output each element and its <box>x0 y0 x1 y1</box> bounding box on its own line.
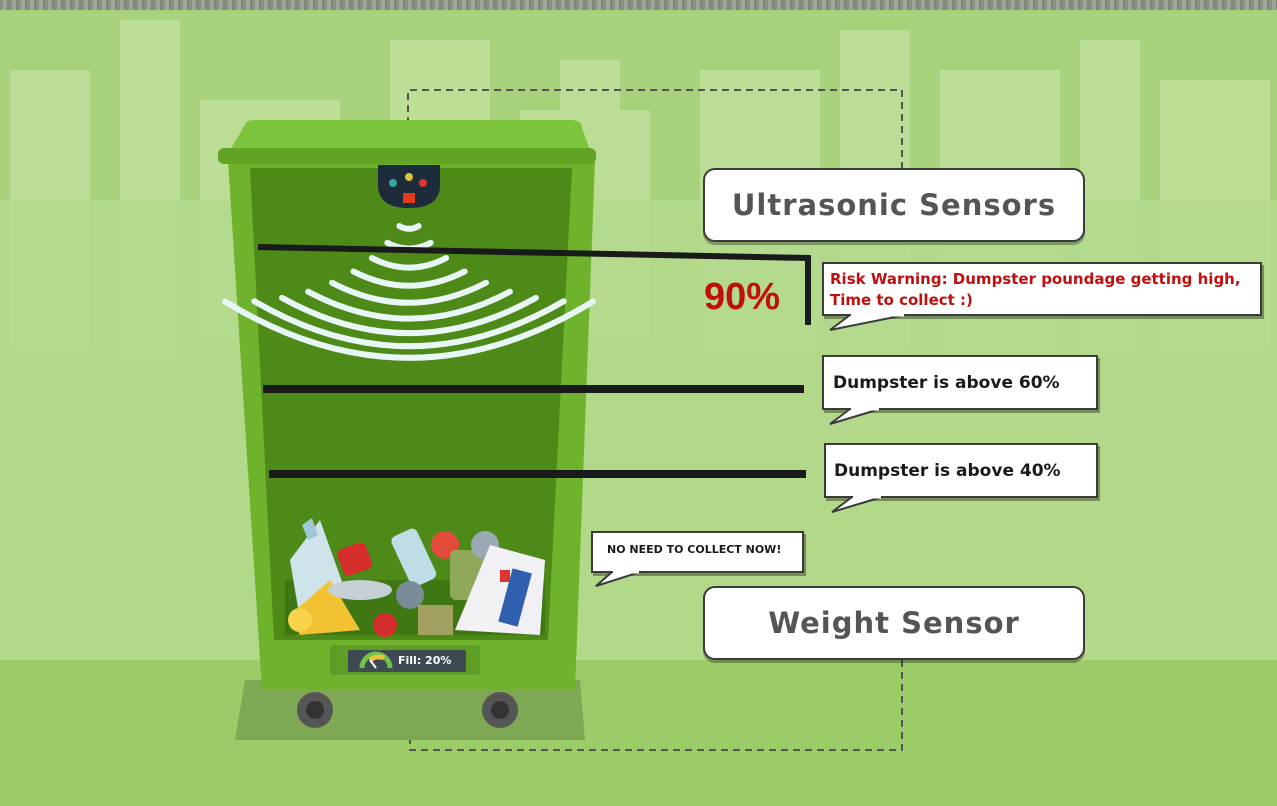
above-40-text: Dumpster is above 40% <box>834 461 1061 481</box>
level-line-90 <box>257 244 811 325</box>
wave-arc <box>305 288 513 322</box>
risk-warning-callout: Risk Warning: Dumpster poundage getting … <box>822 262 1262 316</box>
above-60-text: Dumpster is above 60% <box>833 373 1060 393</box>
above-40-callout: Dumpster is above 40% <box>824 443 1098 498</box>
bin-inner <box>250 168 572 640</box>
top-border <box>0 0 1277 10</box>
no-collect-text: NO NEED TO COLLECT NOW! <box>607 543 782 556</box>
wave-arc <box>350 268 468 289</box>
wave-arc <box>328 279 490 306</box>
risk-warning-line2: Time to collect :) <box>830 291 973 309</box>
wave-arc <box>396 223 422 232</box>
ground <box>0 660 1277 806</box>
wave-arc <box>279 294 539 337</box>
ultrasonic-label-text: Ultrasonic Sensors <box>731 188 1057 222</box>
risk-warning-line1: Risk Warning: Dumpster poundage getting … <box>830 270 1241 288</box>
weight-sensor-label: Weight Sensor <box>703 586 1085 660</box>
bin-lid <box>230 120 590 150</box>
wave-arc <box>368 255 450 271</box>
fill-level-text: Fill: 20% <box>398 654 452 667</box>
weight-label-text: Weight Sensor <box>768 606 1020 640</box>
above-60-callout: Dumpster is above 60% <box>822 355 1098 410</box>
bin-lid-rim <box>218 148 596 164</box>
wave-arc <box>222 298 596 361</box>
no-collect-callout: NO NEED TO COLLECT NOW! <box>591 531 804 573</box>
ultrasonic-sensor-label: Ultrasonic Sensors <box>703 168 1085 242</box>
level-percent: 90% <box>704 276 781 318</box>
wave-arc <box>251 298 567 350</box>
